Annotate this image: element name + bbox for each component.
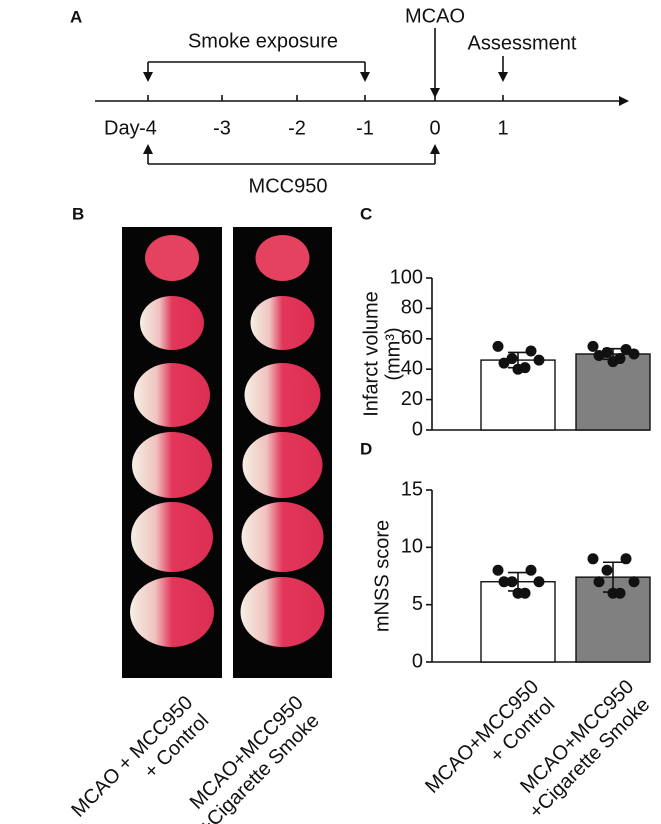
panel-label: A: [70, 7, 82, 26]
brain-slice: [244, 363, 321, 427]
y-axis-label: mNSS score: [371, 520, 393, 632]
y-axis-label: Infarct volume: [360, 291, 382, 417]
y-tick-label: 0: [412, 418, 423, 440]
mcao-label: MCAO: [405, 5, 465, 27]
data-point: [620, 553, 632, 565]
day-label: -2: [288, 117, 306, 139]
day-label: 0: [429, 117, 440, 139]
data-point: [525, 564, 537, 576]
data-point: [492, 564, 504, 576]
brain-slice: [241, 502, 324, 572]
day-label: -4: [139, 117, 157, 139]
data-point: [628, 348, 640, 360]
y-tick-label: 100: [390, 266, 423, 288]
brain-slice: [134, 363, 210, 427]
data-point: [492, 340, 504, 352]
y-axis-label: (mm³): [382, 327, 404, 380]
data-point: [533, 354, 545, 366]
data-point: [601, 346, 613, 358]
data-point: [601, 564, 613, 576]
brain-slice: [255, 235, 310, 281]
y-tick-label: 20: [401, 388, 423, 410]
panel-label: D: [360, 439, 372, 458]
data-point: [506, 353, 518, 365]
data-point: [587, 553, 599, 565]
data-point: [593, 576, 605, 588]
data-point: [519, 587, 531, 599]
data-point: [498, 576, 510, 588]
assessment-label: Assessment: [468, 32, 577, 54]
data-point: [519, 362, 531, 374]
drug-label: MCC950: [249, 175, 328, 197]
day-caption: Day: [104, 117, 140, 139]
panel-label: C: [360, 204, 372, 223]
y-tick-label: 80: [401, 297, 423, 319]
data-point: [614, 587, 626, 599]
data-point: [533, 576, 545, 588]
day-label: -3: [213, 117, 231, 139]
data-point: [498, 357, 510, 369]
data-point: [525, 345, 537, 357]
y-tick-label: 60: [401, 327, 423, 349]
brain-slice: [242, 432, 323, 498]
data-point: [587, 340, 599, 352]
brain-slice: [240, 577, 325, 647]
y-tick-label: 15: [401, 478, 423, 500]
y-tick-label: 10: [401, 536, 423, 558]
y-tick-label: 40: [401, 357, 423, 379]
brain-slice: [140, 296, 204, 350]
data-point: [620, 343, 632, 355]
day-label: 1: [497, 117, 508, 139]
panel-label: B: [72, 204, 84, 223]
y-tick-label: 5: [412, 593, 423, 615]
brain-slice: [145, 235, 199, 281]
y-tick-label: 0: [412, 650, 423, 672]
data-point: [614, 353, 626, 365]
brain-slice: [132, 432, 212, 498]
data-point: [628, 576, 640, 588]
brain-slice: [130, 577, 214, 647]
brain-slice: [131, 502, 213, 572]
brain-slice: [250, 296, 315, 350]
day-label: -1: [356, 117, 374, 139]
smoke-label: Smoke exposure: [188, 30, 338, 52]
data-point: [506, 576, 518, 588]
